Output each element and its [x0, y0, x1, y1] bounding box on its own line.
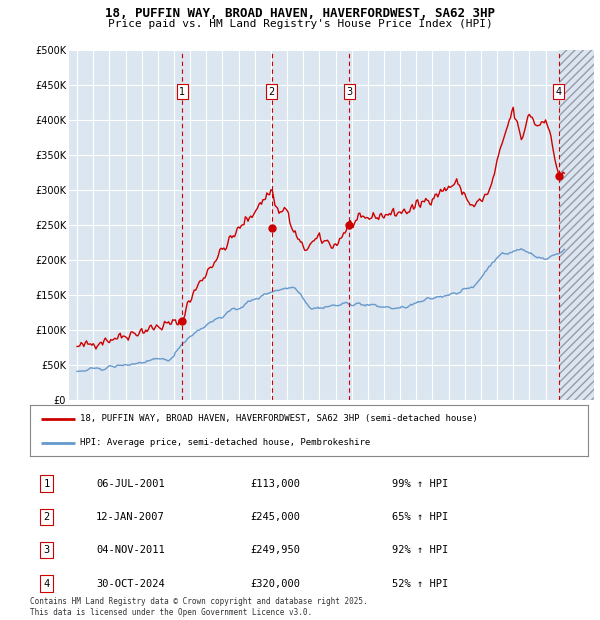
Text: 4: 4	[556, 87, 562, 97]
Text: 52% ↑ HPI: 52% ↑ HPI	[392, 578, 449, 588]
Text: 06-JUL-2001: 06-JUL-2001	[96, 479, 165, 489]
Text: 30-OCT-2024: 30-OCT-2024	[96, 578, 165, 588]
Text: Contains HM Land Registry data © Crown copyright and database right 2025.
This d: Contains HM Land Registry data © Crown c…	[30, 598, 368, 617]
Text: 3: 3	[346, 87, 352, 97]
Bar	[559, 50, 594, 400]
Text: £245,000: £245,000	[251, 512, 301, 522]
Text: 92% ↑ HPI: 92% ↑ HPI	[392, 545, 449, 556]
Text: £320,000: £320,000	[251, 578, 301, 588]
Text: Price paid vs. HM Land Registry's House Price Index (HPI): Price paid vs. HM Land Registry's House …	[107, 19, 493, 29]
Text: £113,000: £113,000	[251, 479, 301, 489]
Text: 4: 4	[44, 578, 50, 588]
Text: 99% ↑ HPI: 99% ↑ HPI	[392, 479, 449, 489]
Text: 1: 1	[179, 87, 185, 97]
Text: 12-JAN-2007: 12-JAN-2007	[96, 512, 165, 522]
Text: 18, PUFFIN WAY, BROAD HAVEN, HAVERFORDWEST, SA62 3HP (semi-detached house): 18, PUFFIN WAY, BROAD HAVEN, HAVERFORDWE…	[80, 414, 478, 423]
Text: 65% ↑ HPI: 65% ↑ HPI	[392, 512, 449, 522]
Text: 1: 1	[44, 479, 50, 489]
Text: 3: 3	[44, 545, 50, 556]
Text: £249,950: £249,950	[251, 545, 301, 556]
Text: 18, PUFFIN WAY, BROAD HAVEN, HAVERFORDWEST, SA62 3HP: 18, PUFFIN WAY, BROAD HAVEN, HAVERFORDWE…	[105, 7, 495, 20]
Text: 2: 2	[44, 512, 50, 522]
Text: HPI: Average price, semi-detached house, Pembrokeshire: HPI: Average price, semi-detached house,…	[80, 438, 370, 448]
Text: 04-NOV-2011: 04-NOV-2011	[96, 545, 165, 556]
Text: 2: 2	[268, 87, 275, 97]
